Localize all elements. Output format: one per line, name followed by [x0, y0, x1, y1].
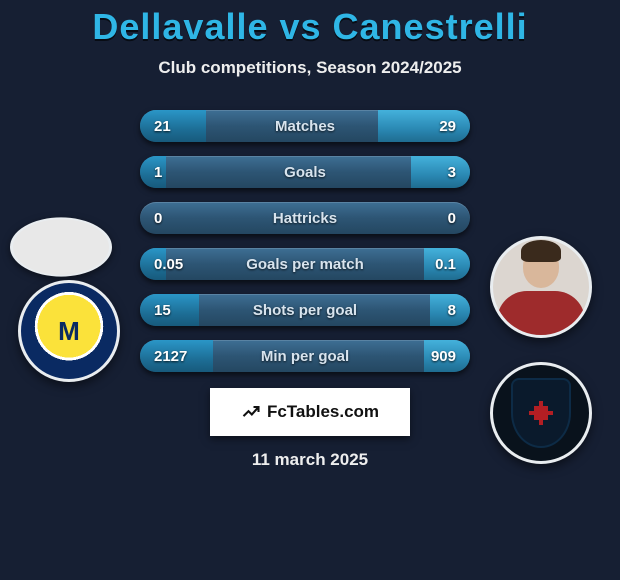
stat-label: Goals per match	[246, 256, 364, 273]
stat-row: 0 Hattricks 0	[140, 202, 470, 234]
stat-fill-left	[140, 110, 206, 142]
stat-row: 2127 Min per goal 909	[140, 340, 470, 372]
stat-label: Matches	[275, 118, 335, 135]
stat-label: Min per goal	[261, 348, 349, 365]
stat-value-right: 29	[439, 118, 456, 135]
club-left-badge: M	[18, 280, 120, 382]
stat-label: Goals	[284, 164, 326, 181]
stat-value-right: 3	[448, 164, 456, 181]
stat-value-left: 15	[154, 302, 171, 319]
stat-fill-right	[411, 156, 470, 188]
stat-label: Shots per goal	[253, 302, 357, 319]
subtitle: Club competitions, Season 2024/2025	[0, 58, 620, 78]
stat-fill-right	[378, 110, 470, 142]
chart-icon	[241, 402, 261, 422]
watermark-badge: FcTables.com	[210, 388, 410, 436]
stat-row: 1 Goals 3	[140, 156, 470, 188]
stat-value-right: 909	[431, 348, 456, 365]
stat-value-left: 0	[154, 210, 162, 227]
stat-row: 0.05 Goals per match 0.1	[140, 248, 470, 280]
stat-value-right: 0	[448, 210, 456, 227]
stat-row: 21 Matches 29	[140, 110, 470, 142]
club-left-short: M	[58, 316, 80, 347]
page-title: Dellavalle vs Canestrelli	[0, 0, 620, 48]
watermark-text: FcTables.com	[267, 402, 379, 422]
stat-value-left: 21	[154, 118, 171, 135]
comparison-panel: M 21 Matches 29 1 Goals 3 0 Hattricks 0	[0, 110, 620, 470]
club-right-badge	[490, 362, 592, 464]
stat-value-right: 8	[448, 302, 456, 319]
stat-value-left: 0.05	[154, 256, 183, 273]
stat-value-left: 2127	[154, 348, 187, 365]
stat-label: Hattricks	[273, 210, 337, 227]
stat-value-right: 0.1	[435, 256, 456, 273]
stat-row: 15 Shots per goal 8	[140, 294, 470, 326]
player-right-avatar	[490, 236, 592, 338]
stat-value-left: 1	[154, 164, 162, 181]
stats-bars: 21 Matches 29 1 Goals 3 0 Hattricks 0 0.…	[140, 110, 470, 372]
player-left-avatar	[10, 217, 112, 276]
